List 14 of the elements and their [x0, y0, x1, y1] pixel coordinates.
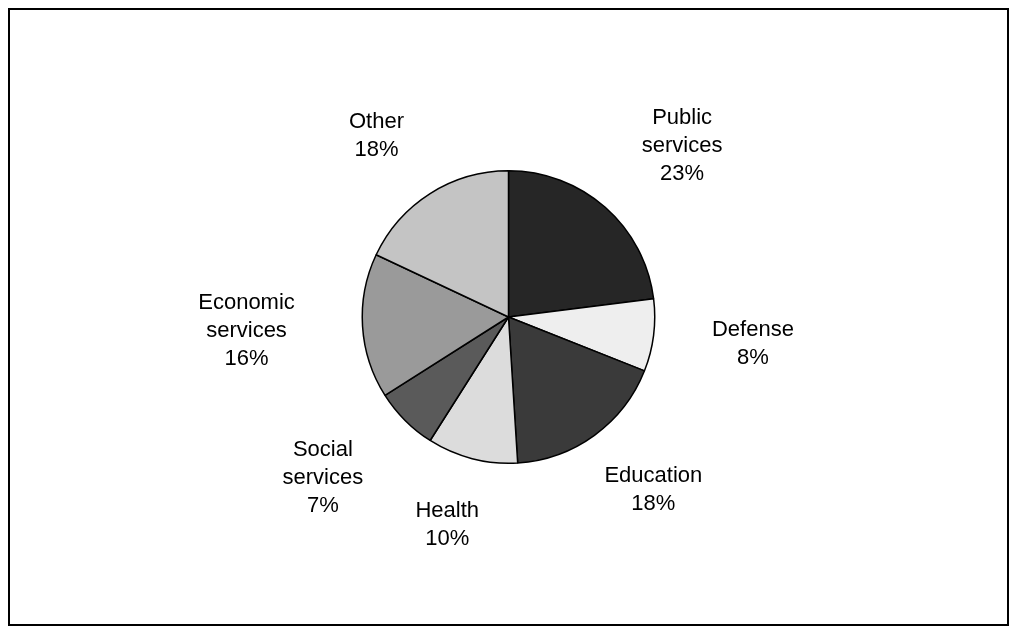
- data-label: 8%: [737, 343, 769, 369]
- data-label: 18%: [354, 136, 399, 162]
- slice-label: Education: [604, 462, 703, 488]
- slice-label: Health: [415, 496, 480, 522]
- data-label: 23%: [660, 159, 705, 185]
- slice-label: Other: [348, 108, 404, 134]
- data-label: 18%: [631, 490, 676, 516]
- slice-label: Economic services: [198, 289, 295, 343]
- slice-label: Defense: [711, 315, 794, 341]
- slice-label: Social services: [282, 436, 364, 490]
- data-label: 7%: [306, 492, 339, 518]
- data-label: 16%: [224, 345, 269, 371]
- data-label: 10%: [425, 524, 470, 550]
- slice-label: Public services: [641, 103, 723, 157]
